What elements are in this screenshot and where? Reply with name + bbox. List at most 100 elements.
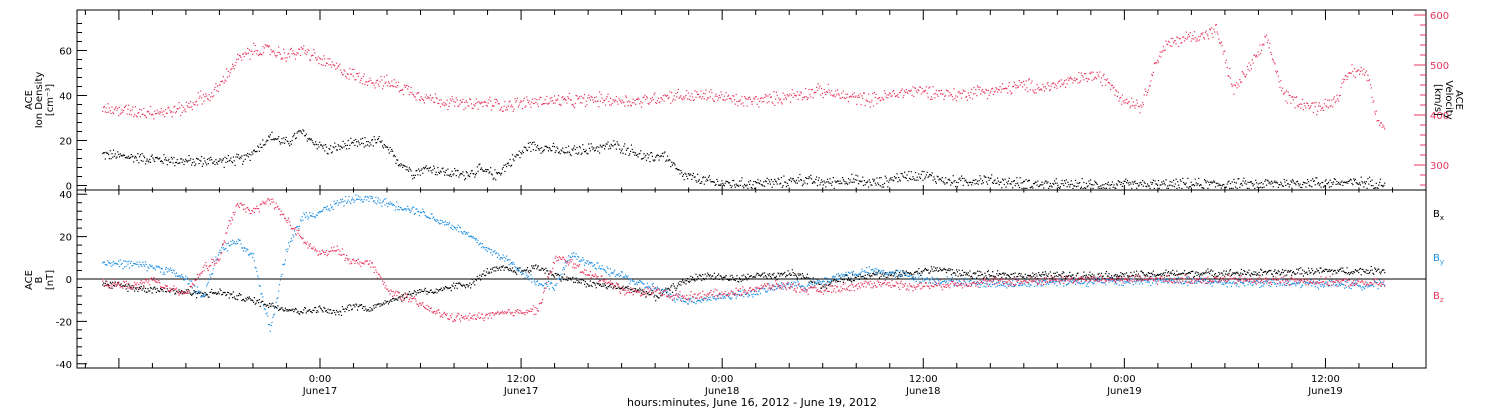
ion-density-series-point	[850, 179, 851, 180]
by-series-point	[256, 271, 257, 272]
ion-density-series-point	[989, 180, 990, 181]
ion-density-series-point	[967, 182, 968, 183]
bx-series-point	[902, 270, 903, 271]
by-series-point	[315, 217, 316, 218]
velocity-series-point	[700, 96, 701, 97]
bx-series-point	[792, 269, 793, 270]
velocity-series-point	[823, 97, 824, 98]
bx-series-point	[509, 270, 510, 271]
ion-density-series-point	[1012, 187, 1013, 188]
velocity-series-point	[1031, 83, 1032, 84]
ion-density-series-point	[300, 130, 301, 131]
ion-density-series-point	[347, 145, 348, 146]
ion-density-series-point	[1122, 186, 1123, 187]
velocity-series-point	[1369, 79, 1370, 80]
bx-series-point	[570, 278, 571, 279]
bx-series-point	[1062, 273, 1063, 274]
bx-series-point	[978, 275, 979, 276]
ion-density-series-point	[1032, 187, 1033, 188]
velocity-series-point	[870, 107, 871, 108]
by-series-point	[233, 243, 234, 244]
velocity-series-point	[1285, 100, 1286, 101]
by-series-point	[374, 200, 375, 201]
velocity-series-point	[274, 52, 275, 53]
velocity-series-point	[808, 97, 809, 98]
ion-density-series-point	[912, 179, 913, 180]
by-series-point	[369, 196, 370, 197]
velocity-series-point	[1063, 83, 1064, 84]
bx-series-point	[1046, 273, 1047, 274]
velocity-series-point	[1185, 38, 1186, 39]
bx-series-point	[899, 272, 900, 273]
velocity-series-point	[731, 101, 732, 102]
bx-series-point	[1218, 272, 1219, 273]
ion-density-series-point	[504, 165, 505, 166]
bx-series-point	[1069, 272, 1070, 273]
bx-series-point	[586, 286, 587, 287]
velocity-series-point	[172, 116, 173, 117]
bx-series-point	[738, 281, 739, 282]
velocity-series-point	[394, 79, 395, 80]
ion-density-series-point	[348, 140, 349, 141]
velocity-series-point	[532, 99, 533, 100]
ion-density-series-point	[1172, 185, 1173, 186]
ion-density-series-point	[1170, 185, 1171, 186]
velocity-series-point	[1341, 87, 1342, 88]
ion-density-series-point	[1359, 182, 1360, 183]
velocity-series-point	[182, 112, 183, 113]
velocity-series-point	[1331, 105, 1332, 106]
velocity-series-point	[323, 65, 324, 66]
ion-density-series-point	[1008, 180, 1009, 181]
velocity-series-point	[700, 91, 701, 92]
velocity-series-point	[1206, 31, 1207, 32]
bx-series-point	[767, 274, 768, 275]
bx-series-point	[1103, 276, 1104, 277]
ion-density-series-point	[944, 184, 945, 185]
velocity-series-point	[1358, 70, 1359, 71]
ion-density-series-point	[802, 185, 803, 186]
ion-density-series-point	[874, 179, 875, 180]
velocity-series-point	[952, 96, 953, 97]
velocity-series-point	[787, 94, 788, 95]
bx-series-point	[1210, 271, 1211, 272]
ion-density-series-point	[154, 161, 155, 162]
ion-density-series-point	[292, 140, 293, 141]
velocity-series-point	[920, 87, 921, 88]
ion-density-series-point	[337, 150, 338, 151]
by-series-point	[325, 207, 326, 208]
by-series-point	[251, 253, 252, 254]
bx-series-point	[416, 294, 417, 295]
bx-series-point	[613, 287, 614, 288]
by-series-point	[299, 226, 300, 227]
ion-density-series-point	[575, 149, 576, 150]
ion-density-series-point	[224, 167, 225, 168]
velocity-series-point	[836, 94, 837, 95]
velocity-series-point	[625, 95, 626, 96]
velocity-series-point	[1061, 79, 1062, 80]
bx-series-point	[1133, 275, 1134, 276]
velocity-series-point	[1323, 110, 1324, 111]
bx-series-point	[103, 283, 104, 284]
by-series-point	[147, 266, 148, 267]
velocity-series-point	[1136, 100, 1137, 101]
ion-density-series-point	[1326, 179, 1327, 180]
ion-density-series-point	[486, 171, 487, 172]
velocity-series-point	[482, 102, 483, 103]
bx-series-point	[891, 274, 892, 275]
ion-density-series-point	[167, 164, 168, 165]
by-series-point	[270, 331, 271, 332]
velocity-series-point	[202, 103, 203, 104]
ion-density-series-point	[398, 165, 399, 166]
ion-density-series-point	[768, 179, 769, 180]
ion-density-series-point	[508, 163, 509, 164]
velocity-series-point	[126, 105, 127, 106]
velocity-series-point	[975, 89, 976, 90]
velocity-series-point	[522, 108, 523, 109]
by-series-point	[154, 268, 155, 269]
velocity-series-point	[1176, 43, 1177, 44]
bx-series-point	[943, 268, 944, 269]
ion-density-series-point	[409, 167, 410, 168]
velocity-series-point	[1067, 83, 1068, 84]
velocity-series-point	[726, 99, 727, 100]
bx-series-point	[189, 292, 190, 293]
